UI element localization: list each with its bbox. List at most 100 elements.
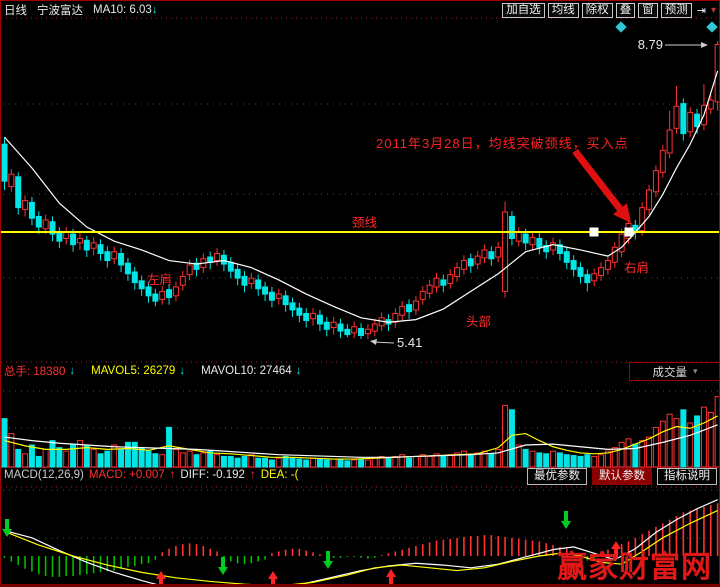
neckline-handle[interactable] (624, 227, 634, 237)
volume-bar (515, 444, 522, 468)
default-params-button[interactable]: 默认参数 (592, 468, 652, 485)
candle-body (193, 262, 200, 270)
overlay-button[interactable]: 叠 (615, 2, 636, 18)
macd-up-arrow-icon: ↑ (169, 469, 176, 481)
candle-body (460, 260, 467, 270)
volume-bar (330, 458, 337, 468)
candle-body (536, 238, 543, 248)
volume-bar (673, 418, 680, 468)
candle-body (111, 251, 118, 260)
volume-indicator-selector[interactable]: 成交量 ▾ (629, 362, 719, 381)
forecast-button[interactable]: 预测 (660, 2, 692, 18)
mavol10-line (4, 424, 718, 458)
volume-bar (358, 458, 365, 468)
volume-bar (488, 453, 495, 468)
volume-bar (8, 433, 15, 468)
volume-bar (378, 455, 385, 468)
volume-bar (159, 454, 166, 468)
volume-bar (351, 459, 358, 468)
volume-bar (707, 411, 714, 468)
volume-bar (536, 452, 543, 468)
volume-bar (508, 409, 515, 468)
volume-bar (337, 459, 344, 468)
header-dropdown-icon[interactable]: ▾ (710, 4, 716, 16)
candle-body (131, 271, 138, 284)
macd-buy-signal-arrow-icon (268, 571, 278, 584)
volume-bar (296, 458, 303, 468)
candle-body (289, 302, 296, 311)
candle-body (419, 290, 426, 300)
candle-body (220, 254, 227, 265)
neckline-handle[interactable] (589, 227, 599, 237)
volume-bar (255, 457, 262, 468)
volume-bar (234, 457, 241, 468)
candle-body (118, 252, 125, 266)
volume-bar (687, 422, 694, 468)
volume-bar (124, 441, 131, 468)
candle-body (707, 99, 714, 110)
candle-body (296, 307, 303, 316)
period-label[interactable]: 日线 (4, 5, 27, 17)
candle-body (90, 242, 97, 249)
volume-bar (145, 450, 152, 468)
volume-bar (344, 460, 351, 468)
volume-down-arrow-icon: ↓ (69, 365, 76, 377)
candle-body (255, 279, 262, 290)
candle-body (433, 277, 440, 288)
macd-sell-signal-arrow-icon (561, 511, 571, 529)
candle-body (364, 328, 371, 335)
volume-bar (495, 448, 502, 468)
volume-bar (111, 444, 118, 468)
buy-arrow-shaft (572, 148, 624, 213)
candle-body (337, 323, 344, 332)
candle-body (508, 215, 515, 240)
dea-value: DEA: -( (260, 469, 299, 481)
candle-body (262, 286, 269, 295)
candle-body (145, 286, 152, 297)
candle-body (406, 304, 413, 313)
volume-bar (289, 457, 296, 468)
candle-body (152, 293, 159, 302)
candle-body (248, 277, 255, 284)
add-watchlist-button[interactable]: 加自选 (502, 2, 545, 18)
candle-body (447, 274, 454, 284)
window-button[interactable]: 窗 (638, 2, 658, 18)
candle-body (330, 321, 337, 329)
indicator-help-button[interactable]: 指标说明 (657, 468, 717, 485)
buy-point-annotation: 2011年3月28日，均线突破颈线，买入点 (376, 136, 629, 151)
marker-diamond-icon (706, 21, 718, 33)
candle-body (570, 260, 577, 270)
volume-dropdown-icon: ▾ (692, 366, 698, 376)
volume-bar (316, 458, 323, 468)
volume-bar (90, 448, 97, 468)
mavol10-value: MAVOL10: 27464 (201, 365, 292, 377)
volume-bar (371, 457, 378, 468)
candle-body (529, 237, 536, 246)
exright-button[interactable]: 除权 (581, 2, 613, 18)
ma-button[interactable]: 均线 (547, 2, 579, 18)
volume-bar (152, 453, 159, 468)
candle-body (392, 312, 399, 323)
candle-body (550, 242, 557, 251)
volume-bar (56, 447, 63, 468)
candle-body (515, 231, 522, 242)
candle-body (351, 326, 358, 334)
volume-bar (543, 453, 550, 468)
candle-body (159, 290, 166, 300)
candle-body (474, 255, 481, 265)
candle-body (344, 328, 351, 336)
candle-body (42, 219, 49, 230)
dif-line (4, 510, 718, 584)
volume-bar (447, 454, 454, 468)
volume-bar (433, 453, 440, 468)
candle-body (234, 268, 241, 279)
volume-bar (227, 455, 234, 468)
candle-body (618, 233, 625, 253)
buy-arrow-head (612, 203, 631, 223)
candle-body (35, 215, 42, 228)
header-button-row: 加自选 均线 除权 叠 窗 预测 ⇥ ▾ (502, 2, 718, 18)
dock-panel-icon[interactable]: ⇥ (696, 4, 706, 17)
candle-body (639, 207, 646, 232)
optimal-params-button[interactable]: 最优参数 (527, 468, 587, 485)
